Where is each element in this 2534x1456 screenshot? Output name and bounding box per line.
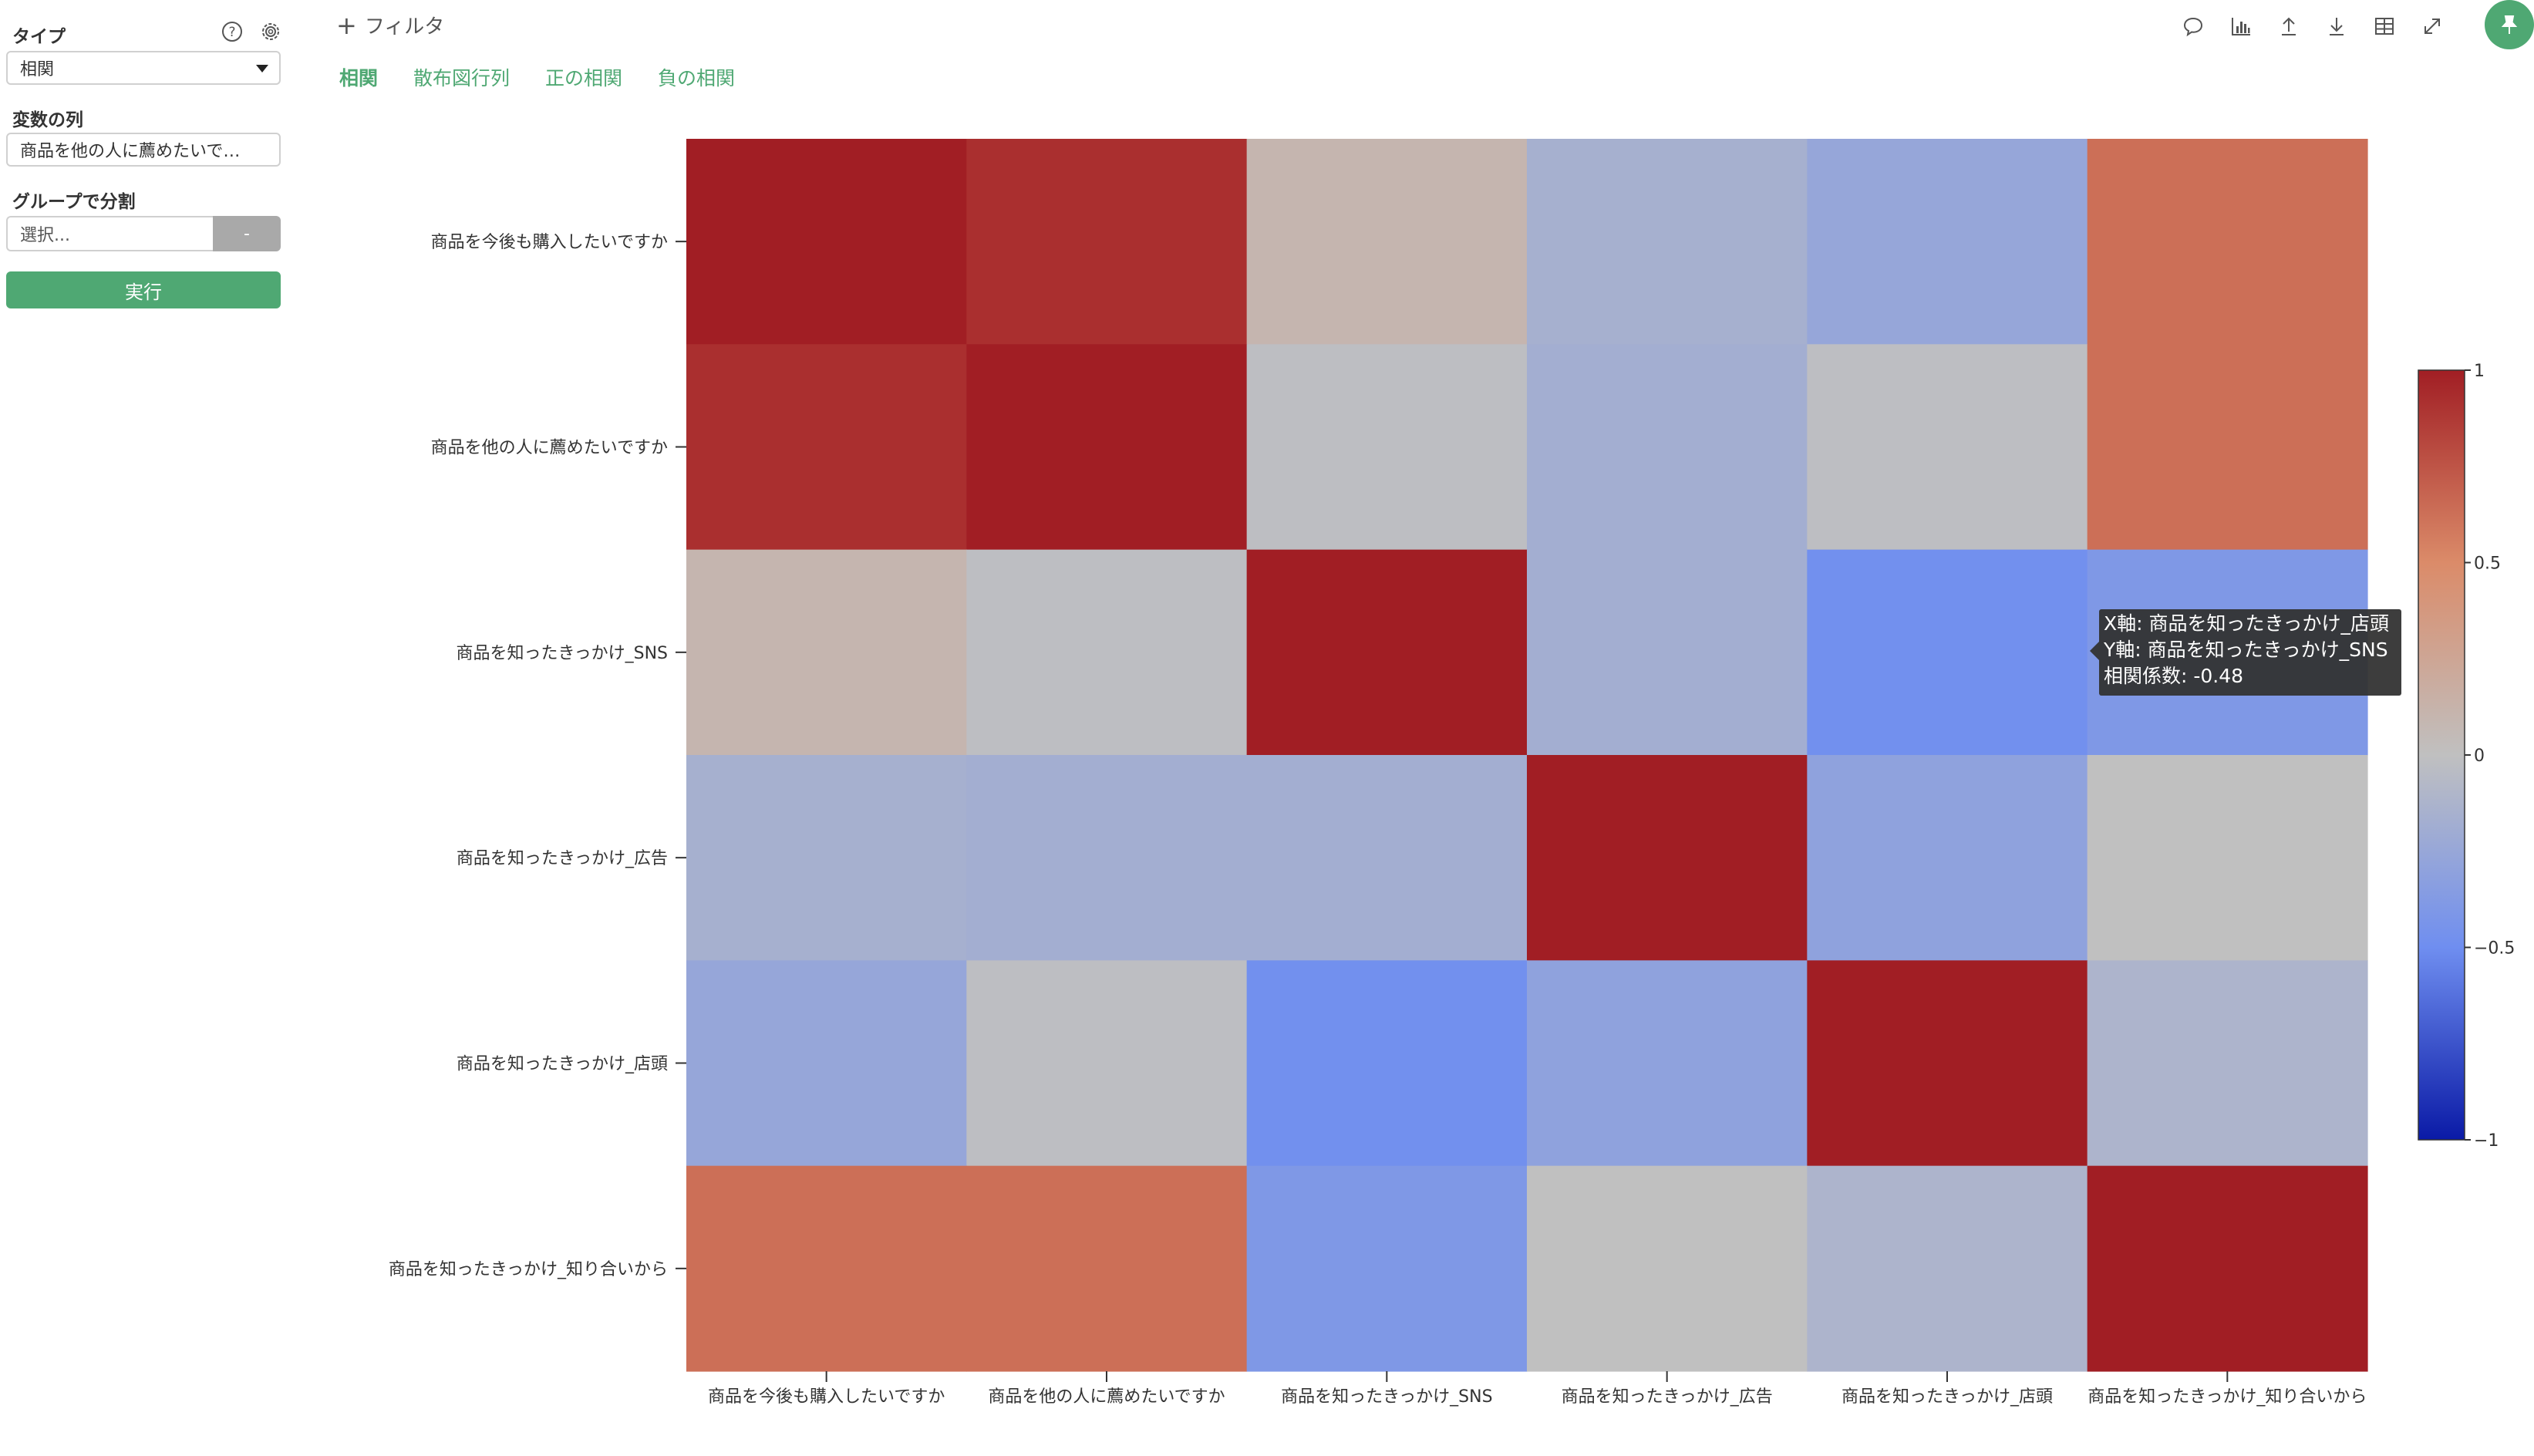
x-tick-label: 商品を知ったきっかけ_SNS <box>1281 1387 1493 1407</box>
tab-correlation[interactable]: 相関 <box>339 67 379 89</box>
heatmap-cell[interactable] <box>1807 344 2088 551</box>
heatmap-cell[interactable] <box>1527 755 1808 961</box>
heatmap-cell[interactable] <box>2087 1165 2368 1372</box>
heatmap-cell[interactable] <box>686 139 967 345</box>
help-icon[interactable]: ? <box>219 19 245 45</box>
tab-scatter-matrix[interactable]: 散布図行列 <box>413 67 511 89</box>
heatmap-cell[interactable] <box>966 139 1248 345</box>
type-select[interactable]: 相関 <box>6 51 281 85</box>
group-label: グループで分割 <box>12 192 136 212</box>
heatmap-cell[interactable] <box>966 1165 1248 1372</box>
x-tick-label: 商品を知ったきっかけ_店頭 <box>1842 1387 2053 1407</box>
tab-bar: 相関 散布図行列 正の相関 負の相関 <box>339 63 735 91</box>
heatmap-cell[interactable] <box>966 344 1248 551</box>
heatmap-cell[interactable] <box>1527 1165 1808 1372</box>
chevron-down-icon <box>256 65 268 72</box>
x-tick-label: 商品を知ったきっかけ_知り合いから <box>2088 1387 2367 1407</box>
x-tick-label: 商品を今後も購入したいですか <box>708 1387 945 1407</box>
heatmap-cell[interactable] <box>686 755 967 961</box>
y-tick-label: 商品を知ったきっかけ_店頭 <box>457 1055 668 1074</box>
tooltip-y: Y軸: 商品を知ったきっかけ_SNS <box>2104 639 2388 661</box>
heatmap-cell[interactable] <box>1527 549 1808 756</box>
heatmap-cell[interactable] <box>1807 1165 2088 1372</box>
left-panel: タイプ ? 相関 変数の列 商品を他の人に薦めたいで… グループで分割 選択..… <box>0 0 293 1456</box>
group-select-placeholder: 選択... <box>20 226 70 245</box>
tab-positive-correlation[interactable]: 正の相関 <box>545 67 623 89</box>
pin-icon[interactable] <box>2485 0 2534 49</box>
colorbar-tick-label: −0.5 <box>2474 939 2515 959</box>
heatmap-cell[interactable] <box>686 960 967 1167</box>
table-icon[interactable] <box>2369 11 2400 42</box>
heatmap-cell[interactable] <box>1527 344 1808 551</box>
gear-icon[interactable] <box>258 19 284 45</box>
tooltip-x: X軸: 商品を知ったきっかけ_店頭 <box>2104 612 2389 635</box>
heatmap-cell[interactable] <box>686 344 967 551</box>
toolbar <box>2178 11 2448 42</box>
run-button[interactable]: 実行 <box>6 271 281 308</box>
heatmap-cell[interactable] <box>1527 139 1808 345</box>
y-tick-label: 商品を知ったきっかけ_知り合いから <box>389 1260 668 1279</box>
heatmap-cells <box>686 139 2368 1372</box>
filter-button[interactable]: + フィルタ <box>336 11 444 39</box>
heatmap-cell[interactable] <box>2087 344 2368 551</box>
heatmap-cell[interactable] <box>966 549 1248 756</box>
vars-select[interactable]: 商品を他の人に薦めたいで… <box>6 133 281 167</box>
heatmap-cell[interactable] <box>1527 960 1808 1167</box>
filter-label: フィルタ <box>364 15 445 39</box>
heatmap-cell[interactable] <box>1807 549 2088 756</box>
y-tick-label: 商品を知ったきっかけ_広告 <box>457 849 668 868</box>
plus-icon: + <box>336 10 357 40</box>
heatmap-cell[interactable] <box>2087 960 2368 1167</box>
group-split-control: 選択... - <box>6 216 281 251</box>
y-tick-label: 商品を今後も購入したいですか <box>431 233 668 252</box>
heatmap-cell[interactable] <box>1246 960 1528 1167</box>
x-tick-label: 商品を知ったきっかけ_広告 <box>1562 1387 1773 1407</box>
type-label: タイプ <box>12 27 66 47</box>
colorbar-gradient <box>2418 369 2465 1141</box>
x-axis-labels: 商品を今後も購入したいですか 商品を他の人に薦めたいですか 商品を知ったきっかけ_S… <box>708 1371 2367 1407</box>
group-option-button[interactable]: - <box>213 216 281 251</box>
type-select-value: 相関 <box>20 60 55 79</box>
heatmap-cell[interactable] <box>1807 139 2088 345</box>
heatmap-cell[interactable] <box>686 549 967 756</box>
colorbar <box>2418 369 2465 1141</box>
colorbar-tick-label: 0.5 <box>2474 554 2501 574</box>
comment-icon[interactable] <box>2178 11 2209 42</box>
heatmap-cell[interactable] <box>966 960 1248 1167</box>
heatmap-cell[interactable] <box>2087 139 2368 345</box>
upload-icon[interactable] <box>2273 11 2304 42</box>
chart-icon[interactable] <box>2226 11 2256 42</box>
y-tick-label: 商品を知ったきっかけ_SNS <box>456 644 668 663</box>
heatmap-cell[interactable] <box>2087 755 2368 961</box>
heatmap-cell[interactable] <box>1246 549 1528 756</box>
colorbar-tick-label: −1 <box>2474 1131 2499 1151</box>
heatmap-cell[interactable] <box>1807 960 2088 1167</box>
heatmap-cell[interactable] <box>686 1165 967 1372</box>
tab-negative-correlation[interactable]: 負の相関 <box>658 67 736 89</box>
expand-icon[interactable] <box>2417 11 2448 42</box>
colorbar-ticks: 1 0.5 0 −0.5 −1 <box>2465 362 2515 1151</box>
heatmap-cell[interactable] <box>1807 755 2088 961</box>
vars-select-value: 商品を他の人に薦めたいで… <box>20 142 241 161</box>
y-tick-label: 商品を他の人に薦めたいですか <box>431 439 668 458</box>
heatmap-cell[interactable] <box>1246 344 1528 551</box>
hover-tooltip: X軸: 商品を知ったきっかけ_店頭 Y軸: 商品を知ったきっかけ_SNS 相関係… <box>2090 609 2401 696</box>
colorbar-tick-label: 1 <box>2474 362 2485 381</box>
vars-label: 変数の列 <box>12 110 83 130</box>
heatmap-cell[interactable] <box>1246 139 1528 345</box>
heatmap-cell[interactable] <box>966 755 1248 961</box>
svg-text:?: ? <box>228 25 235 40</box>
heatmap-cell[interactable] <box>1246 755 1528 961</box>
tooltip-value: 相関係数: -0.48 <box>2104 665 2244 687</box>
heatmap-cell[interactable] <box>1246 1165 1528 1372</box>
x-tick-label: 商品を他の人に薦めたいですか <box>988 1387 1225 1407</box>
colorbar-tick-label: 0 <box>2474 747 2485 766</box>
group-select[interactable]: 選択... <box>6 216 213 251</box>
y-axis-labels: 商品を今後も購入したいですか商品を他の人に薦めたいですか商品を知ったきっかけ_S… <box>389 233 686 1279</box>
download-icon[interactable] <box>2321 11 2352 42</box>
